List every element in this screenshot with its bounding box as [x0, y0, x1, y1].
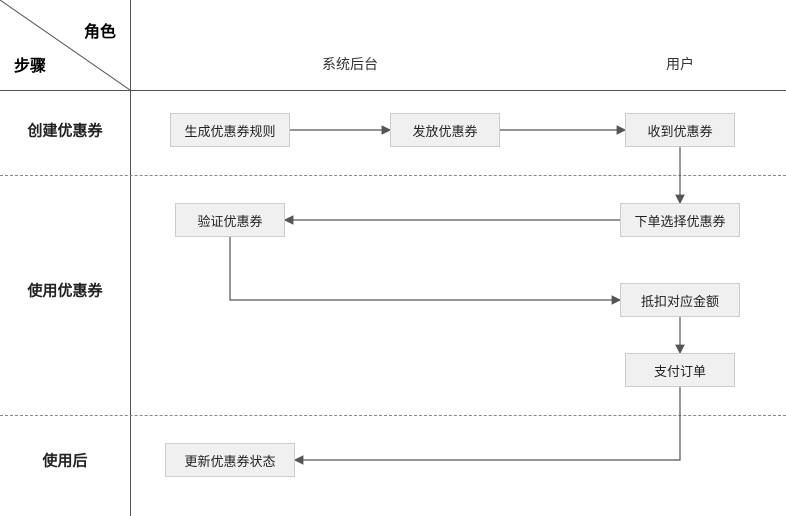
corner-step-label: 步骤 [14, 52, 46, 76]
node-select: 下单选择优惠券 [620, 203, 740, 237]
col-header-backend: 系统后台 [322, 54, 378, 74]
corner-role-label: 角色 [84, 18, 116, 42]
node-deduct: 抵扣对应金额 [620, 283, 740, 317]
vertical-divider [130, 0, 131, 516]
swimlane-diagram: 角色 步骤 系统后台 用户 创建优惠券 使用优惠券 使用后 生成优惠券规则 发放… [0, 0, 786, 516]
node-verify: 验证优惠券 [175, 203, 285, 237]
row-divider-1 [0, 175, 786, 176]
node-issue: 发放优惠券 [390, 113, 500, 147]
corner-cell: 角色 步骤 [0, 0, 130, 90]
node-receive: 收到优惠券 [625, 113, 735, 147]
row-header-use: 使用优惠券 [0, 280, 130, 301]
node-update: 更新优惠券状态 [165, 443, 295, 477]
header-divider [0, 90, 786, 91]
row-header-create: 创建优惠券 [0, 120, 130, 141]
row-header-after: 使用后 [0, 450, 130, 471]
corner-diagonal [0, 0, 130, 90]
col-header-user: 用户 [666, 54, 694, 74]
node-pay: 支付订单 [625, 353, 735, 387]
row-divider-2 [0, 415, 786, 416]
node-gen-rule: 生成优惠券规则 [170, 113, 290, 147]
